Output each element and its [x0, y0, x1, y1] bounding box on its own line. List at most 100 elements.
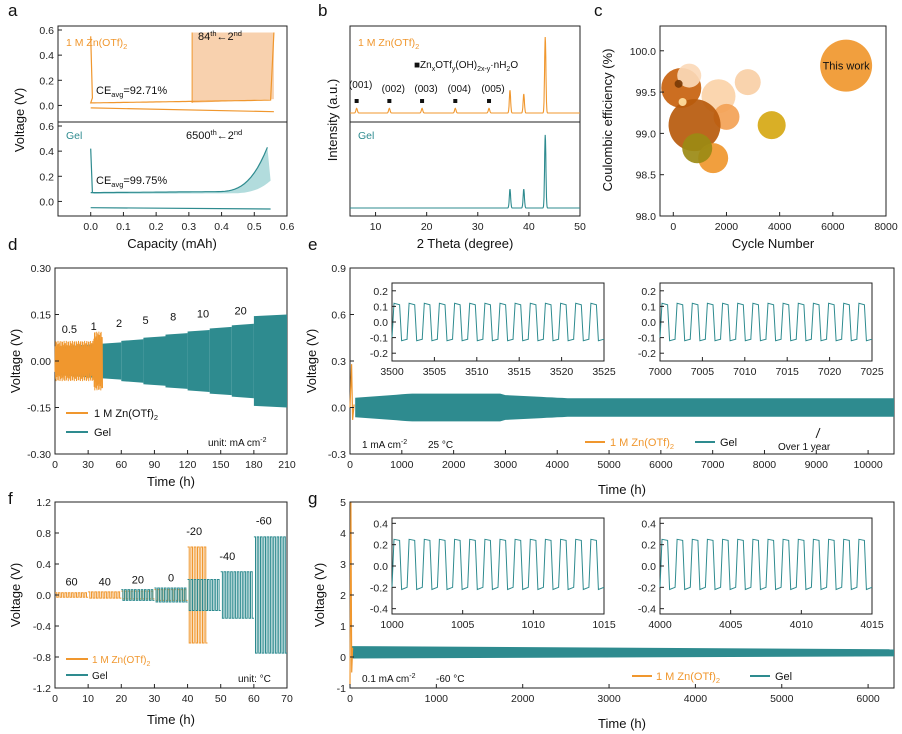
panel-d-rate-label: 8: [170, 312, 176, 324]
panel-b-xtick-label: 20: [421, 221, 433, 233]
panel-a-top-ce-label: CEavg=92.71%: [96, 85, 167, 99]
panel-g-xlabel: Time (h): [598, 716, 646, 731]
panel-d-gel-band: [231, 323, 254, 399]
panel-e-inset-1-xtick-label: 3515: [508, 366, 532, 378]
panel-b-xlabel: 2 Theta (degree): [417, 236, 514, 251]
panel-d-xtick-label: 90: [149, 459, 161, 471]
panel-g-inset-1-xtick-label: 1010: [522, 619, 546, 631]
panel-e-ytick-label: 0.3: [331, 356, 346, 368]
panel-g-inset-2-ytick-label: 0.4: [641, 518, 656, 530]
panel-d-rate-label: 10: [197, 309, 209, 321]
panel-a-xtick-label: 0.4: [214, 221, 229, 233]
panel-f-ytick-label: 0.4: [36, 559, 51, 571]
panel-f-xtick-label: 10: [82, 693, 94, 705]
panel-d-unit-note: unit: mA cm-2: [208, 437, 267, 449]
panel-b-bottom-frame: [349, 121, 581, 217]
panel-f-teal-m40: [220, 571, 254, 619]
panel-d-rate-label: 2: [116, 318, 122, 330]
panel-e-xtick-label: 4000: [546, 459, 570, 471]
panel-b-xtick-label: 50: [574, 221, 586, 233]
panel-b-peak-marker: [387, 99, 392, 103]
panel-c: This work 0 2000 4000 6000 8000 98.0 98.5 99.0 9…: [600, 25, 898, 251]
panel-f-temp-label: -20: [186, 526, 202, 538]
panel-g-gel-band: [351, 646, 894, 659]
panel-c-ytick-label: 100.0: [630, 46, 656, 58]
panel-g-xtick-label: 3000: [597, 693, 621, 705]
panel-g-inset-1-ytick-label: -0.2: [370, 582, 388, 594]
panel-f-legend-teal: Gel: [92, 671, 108, 682]
panel-f-temp-label: 20: [132, 574, 144, 586]
panel-a-top-cycle-annotation: 84th←2nd: [198, 29, 242, 43]
panel-a-bottom-charge: [90, 147, 268, 194]
panel-f-unit-note: unit: °C: [238, 674, 271, 685]
panel-a-top-series-label: 1 M Zn(OTf)2: [66, 37, 127, 51]
panel-c-ytick-label: 99.0: [636, 128, 657, 140]
panel-b-peak-label: (005): [481, 84, 504, 95]
panel-b-peak-marker: [453, 99, 458, 103]
panel-a-xtick-label: 0.2: [149, 221, 164, 233]
panel-a-xtick-label: 0.5: [247, 221, 262, 233]
panel-e-xtick-label: 3000: [494, 459, 518, 471]
panel-e-traces: [349, 364, 894, 422]
panel-e-inset-1-xtick-label: 3525: [592, 366, 616, 378]
panel-g-ytick-label: 3: [340, 559, 346, 571]
panel-f-teal-m20: [187, 579, 221, 611]
panel-c-xtick-label: 4000: [768, 221, 792, 233]
panel-d-legend-orange: 1 M Zn(OTf)2: [94, 408, 158, 422]
panel-g-ytick-label: 1: [340, 621, 346, 633]
panel-d-gel-band: [99, 342, 122, 380]
panel-a-top-ytick-label: 0.6: [39, 25, 54, 37]
panel-d-gel-band: [209, 326, 232, 396]
panel-g-traces: [349, 501, 894, 685]
panel-e-inset-1-ytick-label: 0.2: [373, 286, 388, 298]
panel-d-xtick-label: 60: [115, 459, 127, 471]
panel-e: 0 1000 2000 3000 4000 5000 6000 7000 8000 9000 100…: [304, 263, 895, 497]
panel-b-xtick-label: 40: [523, 221, 535, 233]
panel-d-gel-band: [121, 339, 144, 383]
panel-f-xtick-label: 40: [182, 693, 194, 705]
panel-d-orange-trace: [54, 331, 103, 391]
panel-e-legend: 1 M Zn(OTf)2 Gel: [585, 437, 737, 451]
panel-e-xtick-label: 10000: [853, 459, 882, 471]
panel-g-inset-2-xtick-label: 4015: [860, 619, 884, 631]
panel-a-bottom-fill: [90, 147, 271, 194]
panel-g-inset-2-ytick-label: -0.4: [638, 604, 656, 616]
panel-e-note-arrow: [815, 427, 821, 439]
panel-g-inset-1: 1000 1005 1010 1015 0.4 0.2 0.0 -0.2 -0.4: [370, 517, 616, 631]
panel-d-ytick-label: 0.00: [31, 356, 52, 368]
panel-b-peak-label: (003): [414, 84, 437, 95]
panel-e-inset-1-trace: [391, 302, 605, 342]
panel-d-ytick-label: -0.15: [27, 403, 51, 415]
panel-c-bubbles: This work: [661, 39, 873, 174]
panel-d: 0 30 60 90 120 150 180 2100.300.150.00-0.15-0.3…: [8, 263, 296, 489]
panel-a-bottom-curves: [90, 147, 271, 210]
panel-g-orange-trace: [349, 501, 354, 685]
panel-e-xtick-label: 9000: [805, 459, 829, 471]
panel-c-ticks: 0 2000 4000 6000 8000 98.0 98.5 99.0 99.5 100.0: [630, 46, 898, 233]
panel-e-inset-1-ytick-label: -0.2: [370, 348, 388, 360]
panel-a-top-discharge: [90, 107, 274, 113]
panel-a-bottom-ytick-label: 0.6: [39, 121, 54, 133]
panel-a-top-charge: [89, 32, 275, 104]
panel-c-ytick-label: 99.5: [636, 87, 657, 99]
panel-c-bubble: [734, 69, 761, 96]
panel-e-inset-1-frame: [391, 282, 605, 362]
panel-b-peak-marker: [354, 99, 359, 103]
panel-f-orange-40: [88, 591, 122, 599]
panel-g-condition: 0.1 mA cm-2: [362, 673, 416, 685]
panel-f-temp-label: 40: [99, 577, 111, 589]
panel-g-xtick-label: 4000: [684, 693, 708, 705]
panel-e-xtick-label: 8000: [753, 459, 777, 471]
panel-g-legend-teal: Gel: [775, 671, 792, 683]
panel-f-ytick-label: -0.4: [33, 621, 51, 633]
panel-g-inset-1-ytick-label: 0.2: [373, 540, 388, 552]
panel-b-peak-label: (002): [382, 84, 405, 95]
panel-c-bubble: [677, 63, 702, 88]
panel-a-bottom-ytick-label: 0.2: [39, 171, 54, 183]
panel-b-peak-label: (004): [448, 84, 471, 95]
panel-g-inset-2-xtick-label: 4010: [790, 619, 814, 631]
panel-e-inset-2-xtick-label: 7015: [776, 366, 800, 378]
panel-e-inset-1-xtick-label: 3520: [550, 366, 574, 378]
